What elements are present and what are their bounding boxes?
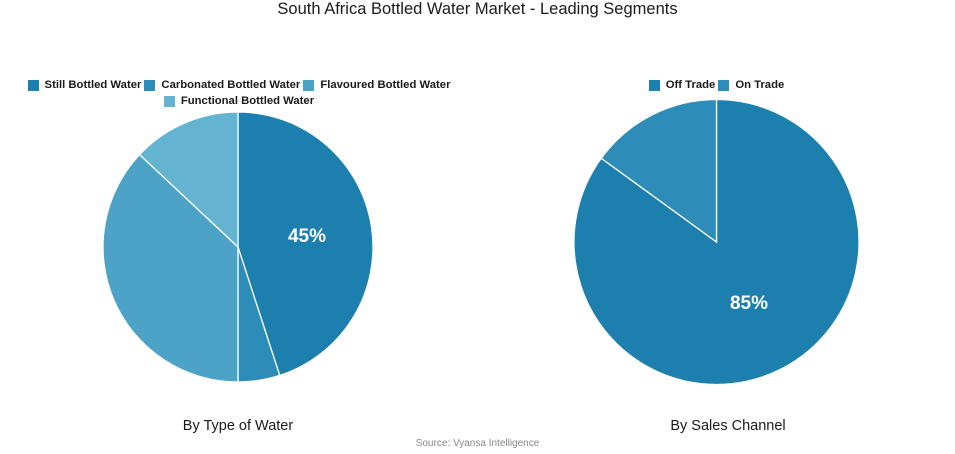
svg-text:45%: 45%	[288, 226, 326, 247]
svg-text:85%: 85%	[730, 293, 768, 314]
